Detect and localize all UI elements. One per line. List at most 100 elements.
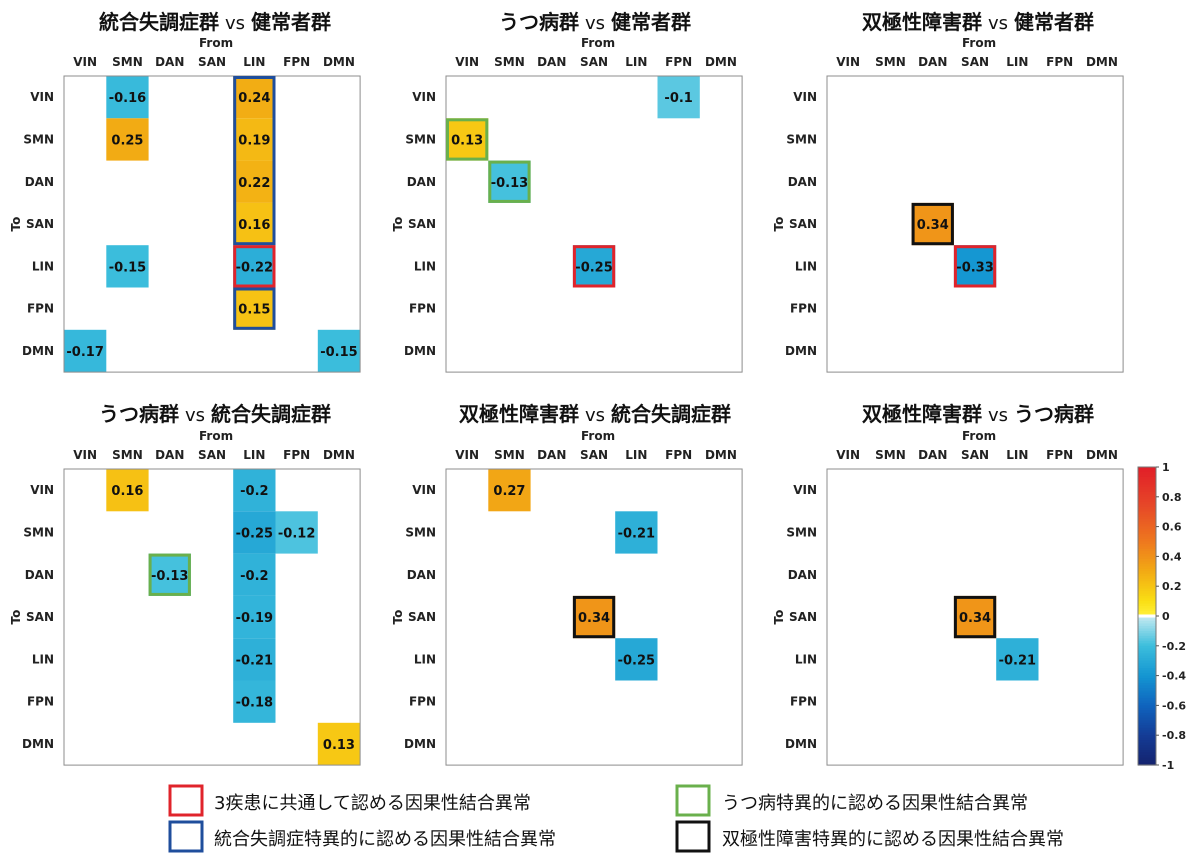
heatmap-cell: [275, 511, 318, 554]
colorbar-segment: [1138, 536, 1156, 540]
colorbar-segment: [1138, 593, 1156, 597]
colorbar-tick-label: 0.8: [1162, 491, 1182, 504]
colorbar-segment: [1138, 561, 1156, 565]
x-axis-label: From: [199, 429, 233, 443]
panel-title: 統合失調症群 vs 健常者群: [99, 10, 331, 34]
colorbar-segment: [1138, 633, 1156, 637]
x-axis-label: From: [581, 429, 615, 443]
y-axis-label: To: [772, 610, 786, 625]
colorbar-segment: [1138, 551, 1156, 555]
colorbar-segment: [1138, 524, 1156, 528]
colorbar-segment: [1138, 608, 1156, 612]
colorbar-segment: [1138, 653, 1156, 657]
colorbar-segment: [1138, 499, 1156, 503]
legend-swatch-blue: [168, 820, 204, 853]
colorbar-segment: [1138, 695, 1156, 699]
heatmap-cell: [106, 118, 149, 161]
colorbar-segment: [1138, 688, 1156, 692]
colorbar-segment: [1138, 474, 1156, 478]
cell-value-label: -0.16: [109, 91, 146, 106]
x-tick-label: LIN: [1006, 448, 1028, 462]
y-tick-label: DAN: [25, 175, 54, 189]
heatmap-panel-2: うつ病群 vs 健常者群 From VIN SMN DAN SAN LIN FPN DMN VIN SM…: [391, 10, 743, 373]
x-tick-label: FPN: [283, 448, 310, 462]
heatmap-cell: [615, 638, 658, 681]
colorbar-segment: [1138, 606, 1156, 610]
heatmap-cell: [233, 245, 276, 288]
colorbar-segment: [1138, 514, 1156, 518]
y-axis-label: To: [391, 217, 405, 232]
plot-frame: [826, 468, 1124, 766]
colorbar-segment: [1138, 668, 1156, 672]
cell-value-label: -0.15: [109, 260, 146, 275]
cell-value-label: 0.19: [238, 133, 270, 148]
y-tick-label: FPN: [790, 302, 817, 316]
highlight-box-blue: [233, 76, 276, 246]
colorbar-segment: [1138, 673, 1156, 677]
colorbar-segment: [1138, 539, 1156, 543]
colorbar-segment: [1138, 479, 1156, 483]
colorbar-segment: [1138, 568, 1156, 572]
colorbar-segment: [1138, 717, 1156, 721]
colorbar-segment: [1138, 755, 1156, 759]
panel-title: うつ病群 vs 健常者群: [499, 10, 691, 34]
y-tick-label: SAN: [26, 610, 54, 624]
cell-value-label: 0.24: [238, 91, 270, 106]
y-tick-label: SMN: [23, 525, 54, 539]
colorbar-segment: [1138, 481, 1156, 485]
cell-value-label: 0.16: [238, 218, 270, 233]
x-tick-label: DAN: [155, 448, 184, 462]
colorbar-segment: [1138, 596, 1156, 600]
y-tick-label: DMN: [22, 344, 54, 358]
colorbar-segment: [1138, 675, 1156, 679]
colorbar-segment: [1138, 603, 1156, 607]
colorbar-segment: [1138, 616, 1156, 620]
y-tick-label: DAN: [25, 568, 54, 582]
y-tick-label: LIN: [32, 259, 54, 273]
x-tick-label: LIN: [1006, 55, 1028, 69]
cell-value-label: -0.25: [575, 260, 612, 275]
x-tick-label: SAN: [961, 448, 989, 462]
cell-value-label: -0.33: [956, 260, 993, 275]
colorbar-segment: [1138, 660, 1156, 664]
y-tick-label: DMN: [404, 737, 436, 751]
colorbar-segment: [1138, 534, 1156, 538]
cell-value-label: -0.25: [236, 526, 273, 541]
plot-frame: [63, 468, 361, 766]
legend-label: 双極性障害特異的に認める因果性結合異常: [722, 829, 1064, 850]
colorbar-segment: [1138, 740, 1156, 744]
colorbar-tick-label: -0.4: [1162, 670, 1186, 683]
colorbar-tick-label: -0.2: [1162, 640, 1186, 653]
colorbar-segment: [1138, 546, 1156, 550]
colorbar-segment: [1138, 710, 1156, 714]
colorbar-segment: [1138, 678, 1156, 682]
legend-label: うつ病特異的に認める因果性結合異常: [722, 793, 1028, 814]
colorbar-tick-label: 1: [1162, 461, 1170, 474]
y-tick-label: SAN: [26, 217, 54, 231]
colorbar-segment: [1138, 591, 1156, 595]
cell-value-label: 0.15: [238, 303, 270, 318]
colorbar-segment: [1138, 658, 1156, 662]
cell-value-label: 0.22: [238, 176, 270, 191]
cell-value-label: 0.25: [111, 133, 143, 148]
colorbar-segment: [1138, 635, 1156, 639]
heatmap-cell: [317, 722, 361, 766]
y-tick-label: FPN: [27, 695, 54, 709]
x-axis-label: From: [581, 36, 615, 50]
y-tick-label: LIN: [32, 652, 54, 666]
y-axis-label: To: [391, 610, 405, 625]
x-tick-label: SAN: [198, 448, 226, 462]
x-tick-label: FPN: [665, 448, 692, 462]
cell-value-label: 0.34: [959, 611, 991, 626]
x-tick-label: DAN: [918, 448, 947, 462]
colorbar-segment: [1138, 529, 1156, 533]
colorbar-segment: [1138, 712, 1156, 716]
x-tick-label: SMN: [494, 448, 525, 462]
colorbar-segment: [1138, 683, 1156, 687]
x-axis-label: From: [962, 36, 996, 50]
cell-value-label: -0.18: [236, 696, 273, 711]
colorbar-segment: [1138, 471, 1156, 476]
legend-swatch-black: [675, 820, 711, 853]
x-axis-label: From: [199, 36, 233, 50]
